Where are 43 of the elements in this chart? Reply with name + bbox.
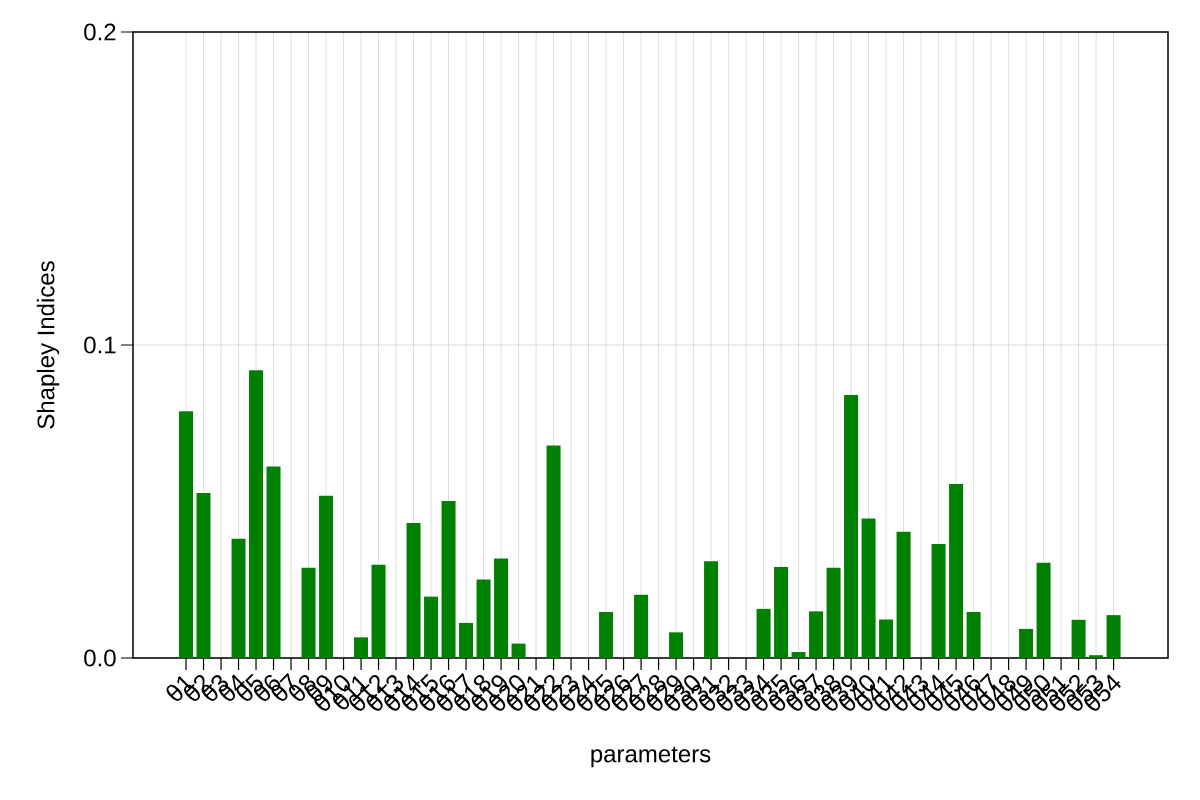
bar: [756, 608, 771, 658]
bar: [179, 411, 194, 658]
bar: [931, 544, 946, 658]
y-axis-title: Shapley Indices: [36, 261, 60, 429]
bar: [249, 370, 264, 658]
bar: [424, 596, 439, 658]
bar: [826, 567, 841, 658]
bar: [371, 564, 386, 658]
y-tick-label: 0.1: [84, 336, 116, 354]
bar: [704, 561, 719, 658]
bar: [406, 523, 421, 658]
y-tick-label: 0.0: [84, 649, 116, 667]
bar: [266, 466, 281, 658]
bar: [319, 495, 334, 658]
bar: [809, 611, 824, 658]
bar: [476, 579, 491, 658]
bar: [354, 637, 369, 658]
bar: [669, 632, 684, 658]
bar: [1089, 655, 1104, 658]
bar: [879, 619, 894, 658]
bar: [231, 538, 246, 658]
y-tick-label: 0.2: [84, 23, 116, 41]
bar: [861, 518, 876, 658]
bar: [459, 622, 474, 658]
bar: [966, 611, 981, 658]
bar: [1071, 619, 1086, 658]
bar: [844, 395, 859, 658]
bar: [301, 567, 316, 658]
bar: [1019, 628, 1034, 658]
bar: [791, 652, 806, 658]
bar: [1106, 615, 1121, 658]
x-axis-title: parameters: [591, 746, 711, 768]
bar: [546, 445, 561, 658]
bar: [511, 643, 526, 658]
bar: [634, 594, 649, 658]
bar: [774, 566, 789, 658]
bar: [494, 558, 509, 658]
bar: [949, 483, 964, 658]
bar: [441, 500, 456, 658]
bar: [1036, 562, 1051, 658]
bar: [896, 531, 911, 658]
bar: [196, 493, 211, 658]
bar: [599, 611, 614, 658]
